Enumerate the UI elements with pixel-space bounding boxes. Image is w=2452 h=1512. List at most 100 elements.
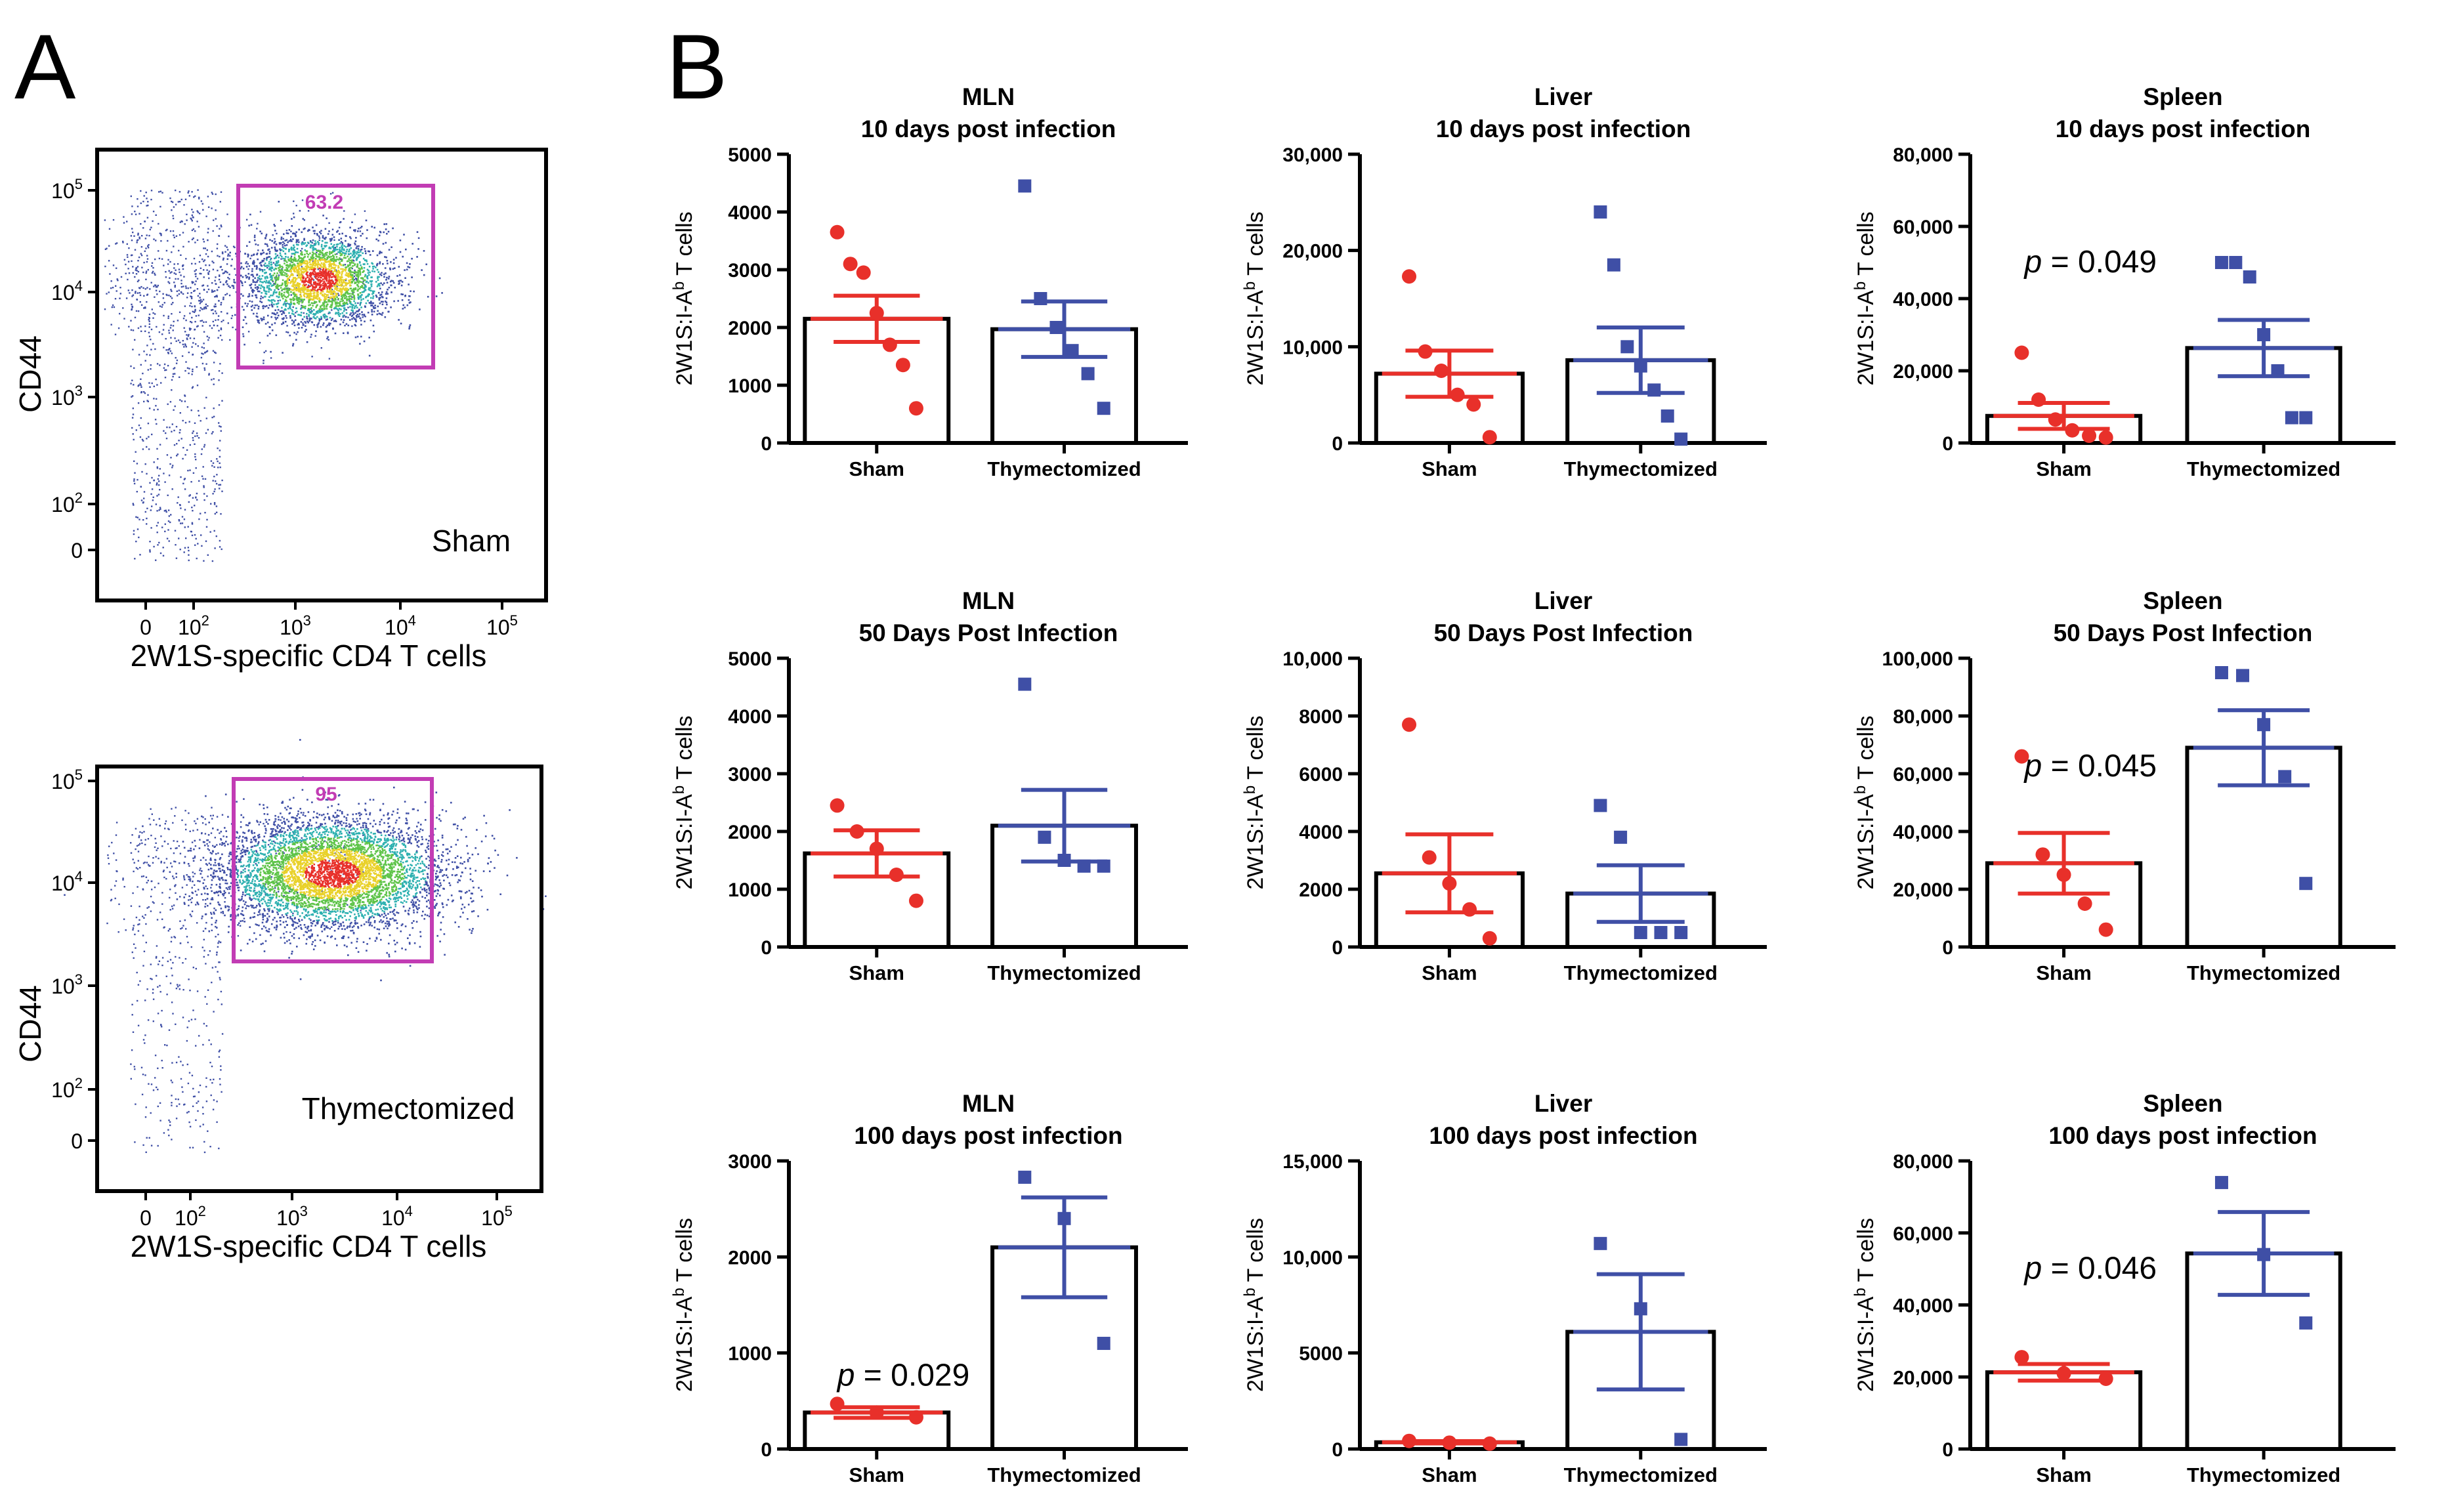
y-tick-label: 3000 (728, 764, 772, 786)
gate-percentage: 63.2 (305, 192, 343, 213)
data-point-thymectomized (2257, 1248, 2271, 1261)
y-tick-label: 10,000 (1282, 648, 1343, 670)
y-tick-label: 5000 (728, 144, 772, 166)
data-point-thymectomized (2214, 666, 2228, 679)
y-tick-label: 6000 (1299, 764, 1343, 786)
y-tick-label: 0 (761, 937, 772, 959)
data-point-sham (2098, 430, 2113, 445)
x-tick-label: 102 (178, 612, 209, 639)
sample-label: Thymectomized (302, 1091, 515, 1125)
chart-title-tissue: MLN (962, 83, 1015, 110)
y-tick-label: 0 (71, 1129, 83, 1153)
y-tick-label: 0 (1332, 433, 1343, 455)
data-point-thymectomized (1018, 677, 1032, 691)
data-point-thymectomized (2257, 718, 2271, 732)
chart-title-timepoint: 10 days post infection (2056, 116, 2311, 142)
x-tick-label: 103 (280, 612, 311, 639)
data-point-thymectomized (1034, 292, 1047, 305)
data-point-sham (849, 824, 864, 839)
chart-title-tissue: Spleen (2143, 1090, 2222, 1117)
flow-thymectomized: 95 Thymectomized 0 102 103 104 105 0 102 103 104 10… (13, 739, 547, 1263)
y-tick-label: 102 (51, 490, 83, 516)
data-point-sham (830, 798, 845, 813)
y-tick-label: 60,000 (1893, 217, 1953, 238)
data-point-sham (1402, 717, 1417, 732)
y-tick-label: 80,000 (1893, 1151, 1953, 1173)
y-tick-label: 0 (1942, 937, 1953, 959)
chart-title-timepoint: 100 days post infection (854, 1122, 1122, 1149)
y-tick-label: 4000 (728, 202, 772, 224)
data-point-thymectomized (2285, 411, 2298, 425)
data-point-sham (1434, 364, 1449, 378)
y-axis-label: 2W1S:I-Ab T cells (1851, 1218, 1878, 1392)
x-tick-label: Thymectomized (2187, 1463, 2340, 1486)
y-tick-label: 5000 (1299, 1343, 1343, 1365)
y-tick-label: 5000 (728, 648, 772, 670)
data-point-thymectomized (1065, 344, 1079, 358)
data-point-sham (830, 224, 845, 240)
gate-rectangle (232, 777, 434, 963)
x-tick-label: Thymectomized (987, 457, 1141, 480)
chart-title-tissue: Spleen (2143, 83, 2222, 110)
y-tick-label: 2000 (728, 318, 772, 339)
data-point-sham (2056, 868, 2071, 882)
gate-rectangle (236, 184, 435, 369)
data-point-sham (869, 306, 884, 320)
y-axis-label: 2W1S:I-Ab T cells (1851, 211, 1878, 385)
y-tick-label: 0 (1942, 433, 1953, 455)
data-point-sham (1402, 269, 1417, 284)
y-tick-label: 40,000 (1893, 822, 1953, 843)
x-tick-label: Sham (2036, 457, 2091, 480)
data-point-sham (1482, 430, 1497, 445)
data-point-sham (2014, 345, 2029, 360)
data-point-sham (1442, 876, 1457, 891)
x-tick-label: Sham (1422, 457, 1477, 480)
y-tick-label: 103 (51, 383, 83, 410)
data-point-thymectomized (1057, 854, 1071, 867)
x-tick-label: Thymectomized (2187, 457, 2340, 480)
data-point-thymectomized (1634, 926, 1647, 939)
data-point-thymectomized (2271, 364, 2285, 377)
data-point-sham (2048, 412, 2063, 427)
data-point-sham (895, 358, 910, 373)
x-tick-label: Sham (849, 1463, 904, 1486)
y-axis-label: 2W1S:I-Ab T cells (670, 715, 697, 889)
y-tick-label: 104 (51, 868, 83, 895)
chart-title-tissue: MLN (962, 1090, 1015, 1117)
data-point-thymectomized (2299, 411, 2313, 425)
y-tick-label: 0 (761, 433, 772, 455)
x-tick-label: 0 (140, 616, 152, 639)
p-value-annotation: p = 0.045 (2023, 749, 2157, 784)
data-point-thymectomized (1049, 321, 1063, 334)
y-tick-label: 3000 (728, 260, 772, 282)
y-tick-label: 102 (51, 1075, 83, 1102)
y-axis-label: 2W1S:I-Ab T cells (670, 211, 697, 385)
y-axis-label: CD44 (13, 335, 47, 413)
x-tick-label: Sham (2036, 961, 2091, 984)
y-tick-label: 15,000 (1282, 1151, 1343, 1173)
y-tick-label: 2000 (728, 1247, 772, 1269)
x-tick-label: Thymectomized (987, 961, 1141, 984)
y-tick-label: 20,000 (1282, 241, 1343, 262)
data-point-thymectomized (1097, 402, 1110, 415)
data-point-thymectomized (1097, 1337, 1110, 1351)
y-axis-label: 2W1S:I-Ab T cells (1241, 715, 1268, 889)
chart-title-timepoint: 50 Days Post Infection (859, 620, 1118, 646)
y-tick-label: 3000 (728, 1151, 772, 1173)
chart-title-timepoint: 10 days post infection (1436, 116, 1691, 142)
data-point-sham (2098, 1371, 2113, 1386)
flow-plot-frame (95, 765, 543, 1193)
chart-title-tissue: Spleen (2143, 587, 2222, 614)
data-point-sham (2035, 847, 2050, 862)
data-point-thymectomized (1594, 799, 1607, 812)
data-point-thymectomized (2257, 328, 2271, 341)
data-point-thymectomized (2214, 1175, 2228, 1189)
x-tick-label: Thymectomized (1564, 1463, 1718, 1486)
data-point-thymectomized (2229, 256, 2243, 269)
x-tick-label: 0 (140, 1206, 152, 1230)
bar-chart-7: MLN 100 days post infection 2W1S:I-Ab T ce… (670, 1090, 1188, 1486)
data-point-sham (1482, 1436, 1497, 1451)
data-point-sham (869, 1405, 884, 1420)
